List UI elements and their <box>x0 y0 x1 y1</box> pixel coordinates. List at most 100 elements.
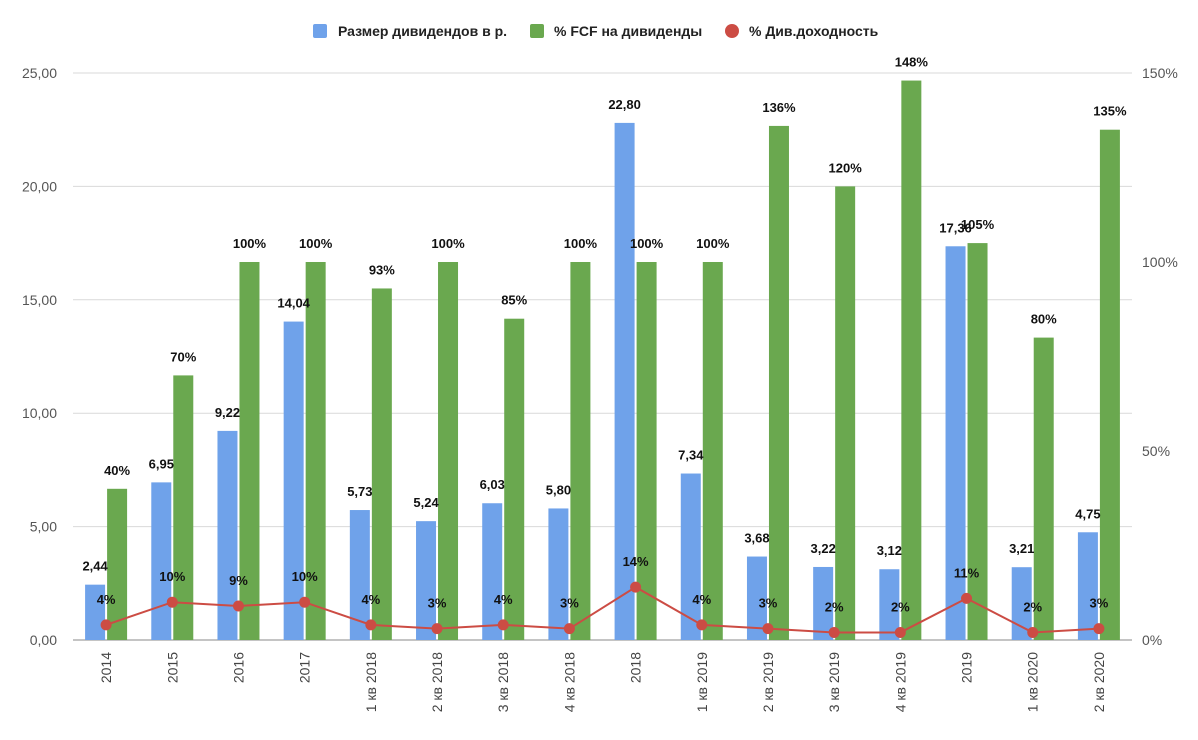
legend-label: % Див.доходность <box>749 23 879 39</box>
yield-data-label: 2% <box>1023 599 1042 614</box>
legend-label: % FCF на дивиденды <box>554 23 702 39</box>
right-axis-tick-label: 100% <box>1142 254 1178 270</box>
dividend-bar <box>482 503 503 640</box>
category-label: 1 кв 2018 <box>363 652 379 712</box>
right-axis-tick-label: 0% <box>1142 632 1162 648</box>
dividend-bar <box>349 510 370 640</box>
fcf-data-label: 135% <box>1093 104 1127 119</box>
category-label: 2 кв 2019 <box>760 652 776 712</box>
yield-point <box>166 596 178 608</box>
legend-swatch <box>530 24 544 38</box>
fcf-data-label: 100% <box>630 236 664 251</box>
yield-point <box>100 619 112 631</box>
dividend-data-label: 5,73 <box>347 484 372 499</box>
fcf-bar <box>1099 129 1120 640</box>
category-label: 2016 <box>230 652 246 683</box>
left-axis-tick-label: 10,00 <box>22 405 57 421</box>
dividend-data-label: 6,95 <box>149 456 174 471</box>
category-label: 2017 <box>297 652 313 683</box>
fcf-bar <box>305 262 326 640</box>
fcf-data-label: 120% <box>829 160 863 175</box>
fcf-data-label: 85% <box>501 293 527 308</box>
fcf-bar <box>438 262 459 640</box>
yield-point <box>497 619 509 631</box>
dividend-data-label: 4,75 <box>1075 506 1100 521</box>
yield-data-label: 3% <box>759 596 778 611</box>
fcf-data-label: 93% <box>369 262 395 277</box>
dividend-bar <box>1077 532 1098 640</box>
yield-data-label: 2% <box>825 599 844 614</box>
yield-point <box>1093 623 1105 635</box>
fcf-bar <box>173 375 194 640</box>
dividend-data-label: 9,22 <box>215 405 240 420</box>
yield-data-label: 4% <box>97 592 116 607</box>
dividend-data-label: 17,36 <box>939 220 972 235</box>
category-label: 1 кв 2019 <box>694 652 710 712</box>
right-axis-tick-label: 150% <box>1142 65 1178 81</box>
dividend-bar <box>879 569 900 640</box>
left-axis-tick-label: 5,00 <box>30 519 57 535</box>
legend-label: Размер дивидендов в р. <box>338 23 507 39</box>
legend-swatch <box>725 24 739 38</box>
legend-swatch <box>313 24 327 38</box>
left-axis-tick-label: 0,00 <box>30 632 57 648</box>
fcf-data-label: 105% <box>961 217 995 232</box>
dividend-data-label: 6,03 <box>480 477 505 492</box>
dividend-bar <box>416 521 437 640</box>
dividend-bar <box>283 321 304 640</box>
right-axis-tick-label: 50% <box>1142 443 1170 459</box>
fcf-bar <box>239 262 260 640</box>
left-axis-tick-label: 15,00 <box>22 292 57 308</box>
yield-point <box>299 596 311 608</box>
fcf-bar <box>107 488 128 640</box>
dividend-data-label: 7,34 <box>678 448 704 463</box>
dividend-data-label: 3,22 <box>811 541 836 556</box>
dividend-data-label: 22,80 <box>608 97 641 112</box>
category-label: 2018 <box>628 652 644 683</box>
dividend-bar <box>217 430 238 640</box>
fcf-bar <box>768 125 789 641</box>
yield-point <box>1027 626 1039 638</box>
dividend-bar <box>945 246 966 640</box>
fcf-data-label: 100% <box>431 236 465 251</box>
yield-data-label: 4% <box>494 592 513 607</box>
category-label: 3 кв 2018 <box>495 652 511 712</box>
yield-data-label: 11% <box>954 565 980 580</box>
dividend-data-label: 5,24 <box>413 495 439 510</box>
yield-data-label: 3% <box>428 596 447 611</box>
fcf-data-label: 40% <box>104 463 130 478</box>
dividend-bar <box>680 473 701 640</box>
fcf-data-label: 70% <box>170 349 196 364</box>
fcf-data-label: 136% <box>762 100 796 115</box>
fcf-data-label: 100% <box>299 236 333 251</box>
dividend-data-label: 3,68 <box>744 531 769 546</box>
category-label: 2014 <box>98 652 114 683</box>
yield-point <box>630 581 642 593</box>
fcf-bar <box>371 288 392 640</box>
dividend-data-label: 3,12 <box>877 543 902 558</box>
left-axis-tick-label: 25,00 <box>22 65 57 81</box>
fcf-bar <box>702 262 723 640</box>
dividend-data-label: 2,44 <box>82 559 108 574</box>
category-label: 2 кв 2018 <box>429 652 445 712</box>
yield-point <box>762 623 774 635</box>
yield-data-label: 4% <box>692 592 711 607</box>
fcf-bar <box>504 318 525 640</box>
yield-point <box>563 623 575 635</box>
category-label: 2019 <box>959 652 975 683</box>
yield-data-label: 14% <box>623 554 649 569</box>
fcf-bar <box>835 186 856 640</box>
yield-point <box>431 623 443 635</box>
dividend-bar <box>813 566 834 640</box>
fcf-bar <box>901 80 922 640</box>
fcf-data-label: 100% <box>564 236 598 251</box>
fcf-data-label: 80% <box>1031 312 1057 327</box>
fcf-data-label: 100% <box>233 236 267 251</box>
category-label: 1 кв 2020 <box>1025 652 1041 712</box>
yield-data-label: 9% <box>229 573 248 588</box>
yield-point <box>961 592 973 604</box>
yield-point <box>828 626 840 638</box>
fcf-data-label: 148% <box>895 55 929 70</box>
fcf-bar <box>967 243 988 640</box>
